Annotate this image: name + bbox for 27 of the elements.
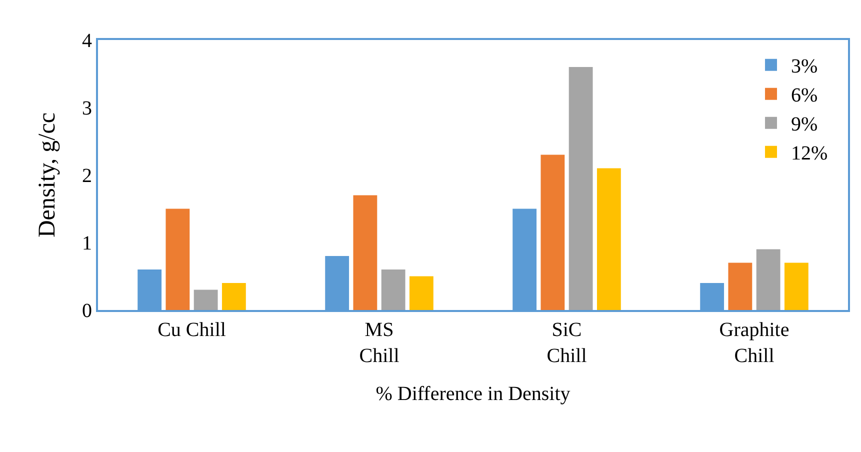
x-tick-label: MS Chill xyxy=(359,319,400,367)
bar xyxy=(409,276,434,310)
x-axis-title: % Difference in Density xyxy=(376,383,570,405)
x-tick-label: SiC Chill xyxy=(546,319,588,367)
y-tick-label: 0 xyxy=(82,300,92,322)
y-tick-label: 2 xyxy=(82,165,92,187)
bar xyxy=(784,262,808,310)
bar xyxy=(381,270,406,310)
bar xyxy=(222,283,246,310)
x-tick-label: Cu Chill xyxy=(158,319,226,341)
bar xyxy=(596,168,621,310)
y-tick-label: 3 xyxy=(82,98,92,120)
bar xyxy=(353,195,378,310)
bar xyxy=(540,154,565,310)
bar xyxy=(728,262,752,310)
y-tick-label: 4 xyxy=(82,30,92,52)
legend-label: 12% xyxy=(791,142,828,165)
x-tick-label: Graphite Chill xyxy=(719,319,790,367)
y-tick-label: 1 xyxy=(82,232,92,254)
bar xyxy=(194,290,218,310)
legend-label: 6% xyxy=(791,84,818,107)
bar xyxy=(756,249,780,310)
legend-label: 9% xyxy=(791,114,818,136)
bar xyxy=(166,208,190,310)
y-axis-title: Density, g/cc xyxy=(34,112,61,238)
bar xyxy=(568,67,593,310)
legend-label: 3% xyxy=(791,56,818,78)
